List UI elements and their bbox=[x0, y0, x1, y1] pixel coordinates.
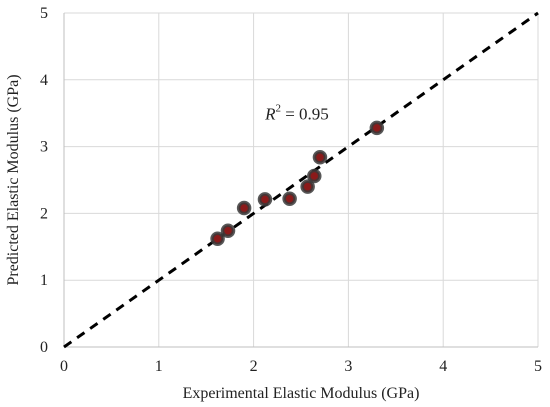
data-point bbox=[369, 120, 385, 136]
x-axis-title: Experimental Elastic Modulus (GPa) bbox=[183, 385, 420, 402]
y-tick-label: 3 bbox=[40, 139, 48, 156]
x-tick-label: 4 bbox=[439, 358, 447, 375]
reference-line bbox=[63, 11, 539, 349]
r-squared-exponent: 2 bbox=[275, 103, 281, 115]
y-tick-label: 1 bbox=[40, 272, 48, 289]
reference-line-group bbox=[63, 11, 539, 349]
r-squared-annotation: R2 = 0.95 bbox=[264, 103, 329, 124]
data-points bbox=[210, 120, 385, 247]
y-tick-label: 0 bbox=[40, 339, 48, 356]
x-tick-label: 1 bbox=[155, 358, 163, 375]
grid bbox=[64, 12, 539, 347]
data-point bbox=[210, 231, 225, 247]
y-tick-label: 4 bbox=[40, 72, 48, 89]
data-point bbox=[307, 168, 322, 184]
x-tick-label: 5 bbox=[534, 358, 542, 375]
data-point bbox=[282, 191, 297, 206]
data-point bbox=[257, 192, 273, 207]
y-tick-label: 5 bbox=[40, 5, 48, 22]
data-point bbox=[220, 223, 236, 239]
x-tick-label: 3 bbox=[344, 358, 352, 375]
x-tick-label: 0 bbox=[60, 358, 68, 375]
tick-labels: 0 1 2 3 4 5 0 1 2 3 4 5 bbox=[40, 5, 542, 375]
r-squared-symbol: R bbox=[264, 105, 276, 124]
y-tick-label: 2 bbox=[40, 205, 48, 222]
x-tick-label: 2 bbox=[250, 358, 258, 375]
data-point bbox=[300, 179, 315, 194]
axes bbox=[63, 13, 538, 348]
r-squared-value: = 0.95 bbox=[281, 105, 329, 124]
data-point bbox=[236, 200, 252, 216]
y-axis-title: Predicted Elastic Modulus (GPa) bbox=[5, 74, 22, 285]
data-point bbox=[312, 150, 328, 165]
